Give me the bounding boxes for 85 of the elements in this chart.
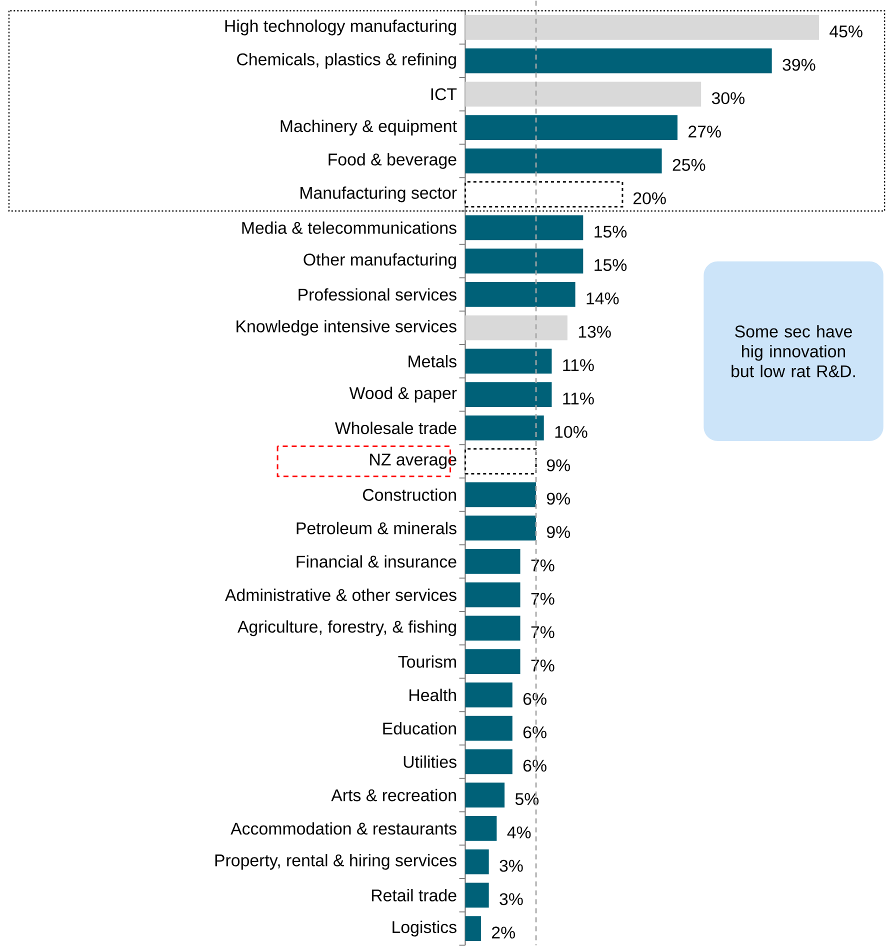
y-tick-label: Property, rental & hiring services: [216, 854, 457, 870]
data-label: 7%: [532, 592, 555, 605]
data-label: 15%: [594, 259, 627, 272]
y-tick-label: Knowledge intensive services: [236, 320, 457, 336]
bar: [465, 348, 552, 374]
bar: [465, 916, 482, 942]
y-tick-label: Health: [410, 688, 456, 702]
y-tick-label: ICT: [432, 88, 457, 100]
y-tick-label: Media & telecommunications: [242, 222, 457, 234]
y-tick-label: Logistics: [392, 920, 457, 936]
bar: [465, 548, 520, 574]
y-tick-label: Financial & insurance: [297, 555, 456, 568]
data-label: 11%: [563, 392, 594, 404]
y-tick-label: Wholesale trade: [335, 422, 456, 434]
y-tick-label: Construction: [363, 488, 456, 501]
y-tick-label: Other manufacturing: [304, 253, 456, 269]
bar: [465, 649, 520, 674]
data-label: 20%: [634, 192, 666, 204]
y-tick-label: Petroleum & minerals: [297, 522, 457, 534]
y-tick-label: Utilities: [404, 755, 457, 768]
data-label: 45%: [830, 25, 863, 38]
data-label: 11%: [563, 359, 594, 372]
data-label: 7%: [532, 560, 555, 572]
data-label: 2%: [492, 926, 516, 939]
data-label: 6%: [524, 760, 547, 772]
bar: [465, 582, 520, 608]
bar: [464, 181, 624, 208]
data-label: 39%: [782, 58, 816, 71]
y-tick-label: Education: [383, 722, 456, 735]
data-label: 14%: [586, 292, 619, 304]
bar: [465, 382, 552, 408]
bar: [465, 782, 505, 808]
bar: [465, 716, 513, 741]
y-tick-label: Tourism: [398, 655, 456, 668]
data-label: 3%: [500, 893, 524, 906]
bar: [465, 248, 584, 274]
data-label: 5%: [516, 793, 539, 806]
y-tick-label: Arts & recreation: [331, 788, 456, 802]
y-tick-label: High technology manufacturing: [226, 20, 456, 36]
data-label: 10%: [556, 426, 588, 438]
bar: [465, 215, 584, 240]
data-label: 3%: [500, 860, 524, 872]
bar: [465, 415, 544, 440]
bar: [465, 616, 520, 641]
bar: [465, 115, 678, 140]
y-tick-label: Wood & paper: [350, 386, 457, 402]
data-label: 15%: [594, 226, 627, 238]
data-label: 6%: [524, 726, 547, 738]
bar: [465, 482, 536, 508]
y-tick-label: Agriculture, forestry, & fishing: [238, 620, 456, 636]
bar: [465, 14, 820, 40]
data-label: 13%: [579, 326, 612, 338]
bar: [465, 749, 513, 774]
data-label: 7%: [532, 626, 555, 638]
data-label: 4%: [507, 826, 531, 838]
y-tick-label: Chemicals, plastics & refining: [237, 52, 456, 69]
data-label: 9%: [547, 526, 570, 538]
bar: [465, 816, 497, 841]
y-tick-label: NZ average: [370, 454, 457, 469]
annotation: Some sec have hig innovation but low rat R&D.: [732, 325, 856, 378]
y-tick-label: Accommodation & restaurants: [230, 822, 457, 835]
y-tick-label: Retail trade: [372, 888, 457, 902]
y-tick-label: Metals: [408, 354, 457, 368]
data-label: 9%: [547, 459, 570, 472]
y-tick-label: Professional services: [298, 288, 457, 301]
data-label: 9%: [547, 492, 570, 505]
y-tick-label: Food & beverage: [328, 153, 457, 169]
bar: [465, 682, 513, 708]
y-tick-label: Administrative & other services: [225, 588, 457, 602]
data-label: 7%: [532, 660, 555, 672]
bar: [465, 849, 490, 874]
bar: [465, 48, 772, 74]
y-tick-label: Manufacturing sector: [300, 186, 457, 202]
data-label: 30%: [712, 92, 745, 104]
data-label: 25%: [673, 158, 706, 171]
data-label: 27%: [688, 126, 722, 138]
bar: [464, 448, 537, 475]
bar: [465, 82, 702, 107]
y-tick-label: Machinery & equipment: [281, 120, 458, 136]
bar: [465, 148, 662, 174]
bar: [465, 516, 536, 541]
bar: [465, 882, 490, 908]
bar: [465, 282, 576, 307]
bar: [465, 315, 568, 340]
data-label: 6%: [524, 692, 547, 705]
